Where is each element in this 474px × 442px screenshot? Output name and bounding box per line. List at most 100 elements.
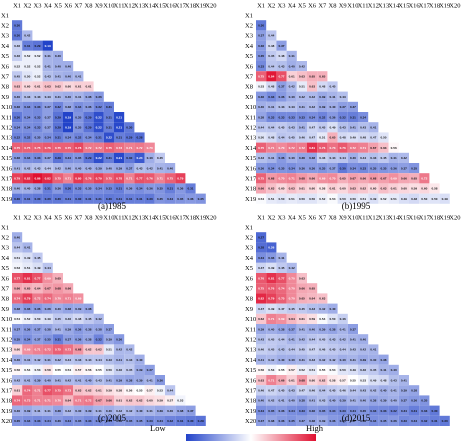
cell-value-label: 0.49 [34, 266, 40, 270]
cell-value-label: 0.48 [411, 197, 417, 201]
heatmap-cell [286, 142, 297, 153]
cell-value-label: 0.42 [340, 338, 346, 342]
row-label: X2 [1, 235, 9, 242]
cell-value-label: 0.45 [319, 338, 325, 342]
heatmap-cell [378, 152, 389, 163]
cell-value-label: 0.74 [278, 287, 284, 291]
heatmap-cell [307, 334, 318, 345]
cell-value-label: 0.52 [24, 64, 30, 68]
cell-value-label: 0.51 [24, 266, 30, 270]
heatmap-cell [22, 122, 33, 133]
cell-value-label: 0.36 [391, 166, 397, 170]
cell-value-label: 0.40 [289, 64, 295, 68]
cell-value-label: 0.32 [96, 105, 102, 109]
cell-value-label: 0.37 [350, 419, 356, 423]
row-label: X19 [1, 408, 12, 415]
heatmap-cell [429, 405, 440, 416]
column-label: X7 [74, 3, 83, 10]
column-label: X18 [429, 215, 440, 222]
cell-value-label: 0.40 [45, 378, 51, 382]
heatmap-cell [52, 334, 63, 345]
cell-value-label: 0.32 [167, 419, 173, 423]
cell-value-label: 0.43 [278, 348, 284, 352]
row-label: X8 [1, 84, 9, 91]
heatmap-cell [103, 173, 114, 184]
cell-value-label: 0.35 [177, 197, 183, 201]
cell-value-label: 0.47 [258, 266, 264, 270]
cell-value-label: 0.68 [370, 177, 376, 181]
heatmap-cell [93, 354, 104, 365]
heatmap-cell [22, 242, 33, 253]
heatmap-cell [22, 415, 33, 426]
heatmap-cell [276, 364, 287, 375]
heatmap-cell [103, 152, 114, 163]
cell-value-label: 0.36 [55, 419, 61, 423]
cell-value-label: 0.35 [278, 166, 284, 170]
heatmap-cell [134, 183, 145, 194]
cell-value-label: 0.40 [106, 409, 112, 413]
column-label: X18 [185, 215, 196, 222]
heatmap-cell [12, 364, 23, 375]
heatmap-cell [12, 163, 23, 174]
cell-value-label: 0.50 [258, 136, 264, 140]
cell-value-label: 0.45 [278, 389, 284, 393]
cell-value-label: 0.37 [187, 409, 193, 413]
heatmap-cell [73, 344, 84, 355]
cell-value-label: 0.54 [24, 368, 30, 372]
cell-value-label: 0.37 [65, 338, 71, 342]
row-label: X15 [245, 367, 256, 374]
cell-value-label: 0.42 [65, 409, 71, 413]
heatmap-cell [347, 395, 358, 406]
cell-value-label: 0.30 [126, 126, 132, 130]
heatmap-cell [63, 163, 74, 174]
cell-value-label: 0.37 [45, 156, 51, 160]
heatmap-cell [93, 334, 104, 345]
cell-value-label: 0.22 [96, 115, 102, 119]
cell-value-label: 0.40 [167, 409, 173, 413]
heatmap-cell [276, 283, 287, 294]
heatmap-cell [114, 334, 125, 345]
heatmap-cell [296, 91, 307, 102]
heatmap-cell [296, 385, 307, 396]
heatmap-cell [134, 132, 145, 143]
cell-value-label: 0.35 [421, 399, 427, 403]
heatmap-cell [296, 354, 307, 365]
column-label: X5 [54, 215, 62, 222]
cell-value-label: 0.36 [278, 409, 284, 413]
cell-value-label: 0.50 [106, 368, 112, 372]
cell-value-label: 0.74 [14, 399, 20, 403]
cell-value-label: 0.37 [350, 327, 356, 331]
heatmap-cell [22, 405, 33, 416]
cell-value-label: 0.43 [106, 358, 112, 362]
heatmap-cell [276, 122, 287, 133]
heatmap-cell [22, 385, 33, 396]
heatmap-cell [93, 112, 104, 123]
cell-value-label: 0.40 [85, 166, 91, 170]
heatmap-cell [134, 163, 145, 174]
cell-value-label: 0.49 [401, 197, 407, 201]
heatmap-panel-3: X1 X2 X3 X4 X5 X6 X7 X8 X9 X10 X11 X12X13X14X15X16X… [1, 215, 217, 426]
cell-value-label: 0.66 [309, 177, 315, 181]
heatmap-cell [398, 405, 409, 416]
heatmap-cell [73, 193, 84, 204]
heatmap-cell [276, 354, 287, 365]
cell-value-label: 0.42 [360, 348, 366, 352]
heatmap-cell [256, 303, 267, 314]
row-label: X17 [245, 176, 257, 183]
cell-value-label: 0.71 [65, 297, 71, 301]
cell-value-label: 0.45 [289, 307, 295, 311]
heatmap-cell [317, 91, 328, 102]
heatmap-cell [266, 385, 277, 396]
cell-value-label: 0.28 [136, 136, 142, 140]
cell-value-label: 0.34 [24, 126, 30, 130]
heatmap-cell [185, 193, 196, 204]
cell-value-label: 0.48 [75, 317, 81, 321]
heatmap-cell [337, 405, 348, 416]
cell-value-label: 0.22 [96, 156, 102, 160]
heatmap-cell [296, 193, 307, 204]
heatmap-cell [22, 40, 33, 51]
heatmap-cell [256, 91, 267, 102]
heatmap-cell [388, 183, 399, 194]
cell-value-label: 0.43 [340, 126, 346, 130]
heatmap-cell [256, 242, 267, 253]
